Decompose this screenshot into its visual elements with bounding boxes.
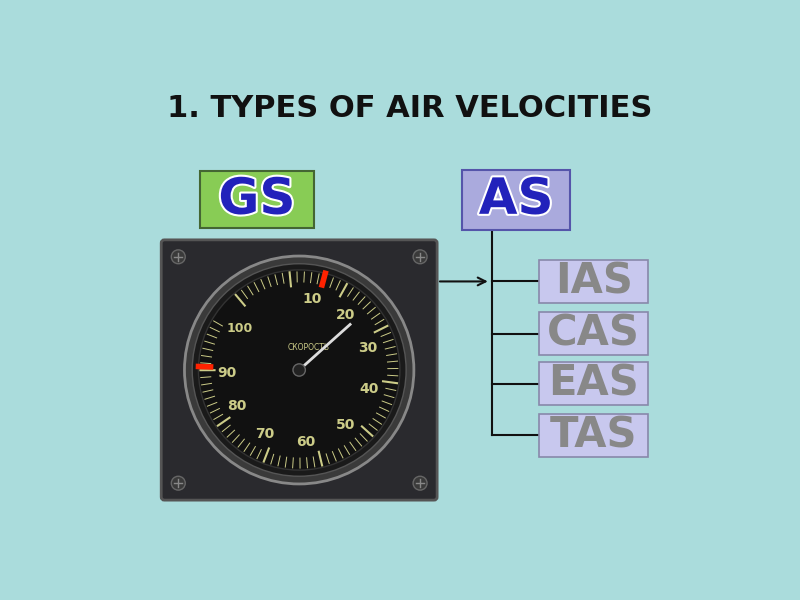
Circle shape [171, 476, 186, 490]
FancyBboxPatch shape [539, 260, 648, 303]
FancyBboxPatch shape [162, 240, 437, 500]
Text: 70: 70 [255, 427, 274, 440]
Text: 1. TYPES OF AIR VELOCITIES: 1. TYPES OF AIR VELOCITIES [167, 94, 653, 124]
Text: IAS: IAS [554, 260, 633, 302]
Circle shape [413, 250, 427, 264]
Text: 100: 100 [226, 322, 253, 335]
Text: СКОРОСТЬ: СКОРОСТЬ [287, 343, 330, 352]
Circle shape [171, 250, 186, 264]
Text: 80: 80 [226, 399, 246, 413]
Text: 30: 30 [358, 341, 378, 355]
FancyBboxPatch shape [200, 172, 314, 229]
FancyBboxPatch shape [462, 170, 570, 230]
FancyBboxPatch shape [539, 362, 648, 406]
Circle shape [185, 256, 414, 484]
Text: GS: GS [218, 176, 295, 224]
Circle shape [413, 476, 427, 490]
Text: 50: 50 [336, 418, 355, 432]
Text: AS: AS [478, 176, 554, 224]
Circle shape [293, 364, 306, 376]
Text: 10: 10 [302, 292, 322, 306]
Text: 40: 40 [359, 382, 379, 395]
Circle shape [192, 264, 406, 476]
Text: 20: 20 [336, 308, 355, 322]
Text: 90: 90 [217, 365, 236, 380]
FancyBboxPatch shape [539, 414, 648, 457]
Text: 60: 60 [296, 435, 315, 449]
Text: CAS: CAS [547, 313, 640, 355]
Circle shape [198, 270, 400, 470]
Text: EAS: EAS [548, 363, 639, 405]
Text: TAS: TAS [550, 415, 638, 457]
FancyBboxPatch shape [539, 312, 648, 355]
